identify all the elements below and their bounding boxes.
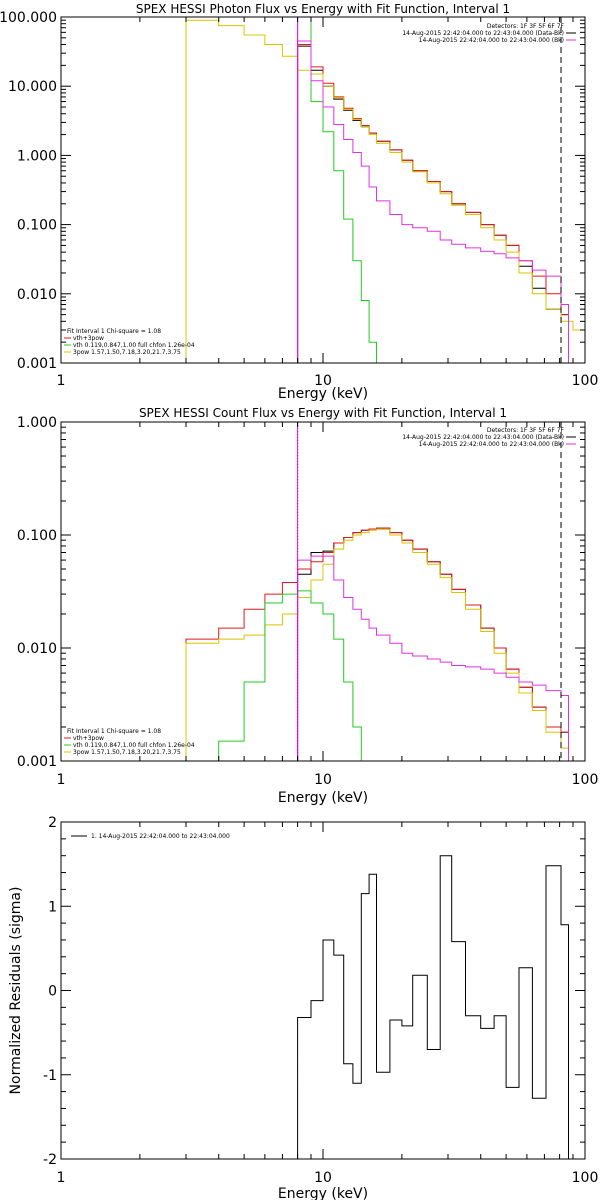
legend-entry: vth+3pow	[73, 335, 104, 342]
series-4	[297, 17, 377, 363]
series-1	[297, 855, 569, 1159]
x-axis: 1 10 100 Energy (keV)	[57, 822, 599, 1200]
y-tick-label: 0.001	[17, 754, 57, 770]
series-3	[185, 528, 569, 761]
x-tick-label: 10	[314, 373, 332, 389]
y-tick-label: 0.100	[17, 528, 57, 544]
series-group	[185, 527, 569, 761]
x-tick-label: 1	[57, 772, 66, 788]
series-4	[218, 590, 366, 761]
info-line: Detectors: 1F 3F 5F 6F 7F	[487, 427, 565, 434]
series-1	[297, 45, 569, 363]
x-tick-label: 1	[57, 373, 66, 389]
y-tick-label: 0.100	[17, 218, 57, 234]
y-axis: 0.001 0.010 0.100 1.000 10.000 100.000	[0, 10, 585, 372]
series-3	[185, 19, 585, 363]
legend-entry: vth+3pow	[73, 735, 104, 742]
x-axis-label: Energy (keV)	[278, 1186, 368, 1200]
y-tick-label: -1	[43, 1068, 57, 1084]
y-tick-label: 2	[48, 815, 57, 831]
series-5	[297, 555, 569, 761]
y-tick-label: 1.000	[17, 148, 57, 164]
y-axis-label: Normalized Residuals (sigma)	[8, 887, 24, 1095]
y-tick-label: 0.010	[17, 641, 57, 657]
x-axis-label: Energy (keV)	[278, 386, 368, 402]
info-line: 14-Aug-2015 22:42:04.000 to 22:43:04.000…	[402, 434, 564, 441]
legend: Fit Interval 1 Chi-square = 1.08vth+3pow…	[64, 728, 195, 756]
y-tick-label: 0	[48, 984, 57, 1000]
y-tick-label: 0.010	[17, 287, 57, 303]
series-2	[297, 44, 569, 363]
x-tick-label: 1	[57, 1170, 66, 1186]
x-tick-label: 10	[314, 772, 332, 788]
info-line: 14-Aug-2015 22:42:04.000 to 22:43:04.000…	[419, 441, 564, 448]
chart-title: SPEX HESSI Photon Flux vs Energy with Fi…	[136, 2, 510, 16]
series-5	[297, 40, 569, 363]
legend-entry: Fit Interval 1 Chi-square = 1.08	[67, 328, 161, 335]
y-tick-label: 1.000	[17, 415, 57, 431]
legend: Fit Interval 1 Chi-square = 1.08vth+3pow…	[64, 328, 195, 356]
x-axis-label: Energy (keV)	[278, 790, 368, 806]
y-tick-label: 1	[48, 899, 57, 915]
legend-entry: 1. 14-Aug-2015 22:42:04.000 to 22:43:04.…	[91, 833, 230, 840]
x-tick-label: 100	[572, 1170, 599, 1186]
y-tick-label: 100.000	[0, 10, 57, 26]
x-tick-label: 100	[572, 772, 599, 788]
chart-panel-3: 1 10 100 Energy (keV) -2 -1 0 1 2 Normalized Resi…	[8, 815, 598, 1200]
series-2	[185, 527, 569, 761]
x-tick-label: 10	[314, 1170, 332, 1186]
chart-title: SPEX HESSI Count Flux vs Energy with Fit…	[139, 406, 507, 420]
series-group	[185, 17, 585, 363]
legend: 1. 14-Aug-2015 22:42:04.000 to 22:43:04.…	[71, 833, 230, 840]
y-axis: -2 -1 0 1 2 Normalized Residuals (sigma)	[8, 815, 585, 1168]
legend-entry: vth 0.119,0.847,1.00 full chfon 1.26e-04	[73, 742, 195, 749]
legend-entry: Fit Interval 1 Chi-square = 1.08	[67, 728, 161, 735]
y-axis: 0.001 0.010 0.100 1.000	[17, 415, 585, 770]
legend-entry: vth 0.119,0.847,1.00 full chfon 1.26e-04	[73, 342, 195, 349]
x-tick-label: 100	[572, 373, 599, 389]
chart-panel-1: SPEX HESSI Photon Flux vs Energy with Fi…	[0, 2, 598, 402]
info-line: 14-Aug-2015 22:42:04.000 to 22:43:04.000…	[419, 37, 564, 44]
chart-panel-2: SPEX HESSI Count Flux vs Energy with Fit…	[17, 406, 598, 806]
info-line: Detectors: 1F 3F 5F 6F 7F	[487, 23, 565, 30]
series-group	[297, 855, 569, 1159]
x-axis: 1 10 100 Energy (keV)	[57, 422, 599, 806]
y-tick-label: 10.000	[8, 79, 57, 95]
legend-entry: 3pow 1.57,1.50,7.18,3.20,21.7,3.75	[73, 349, 181, 356]
info-line: 14-Aug-2015 22:42:04.000 to 22:43:04.000…	[402, 30, 564, 37]
series-1	[297, 527, 569, 761]
legend-entry: 3pow 1.57,1.50,7.18,3.20,21.7,3.75	[73, 749, 181, 756]
plot-frame	[60, 421, 586, 762]
x-axis: 1 10 100 Energy (keV)	[57, 17, 599, 402]
y-tick-label: 0.001	[17, 356, 57, 372]
y-tick-label: -2	[43, 1152, 57, 1168]
